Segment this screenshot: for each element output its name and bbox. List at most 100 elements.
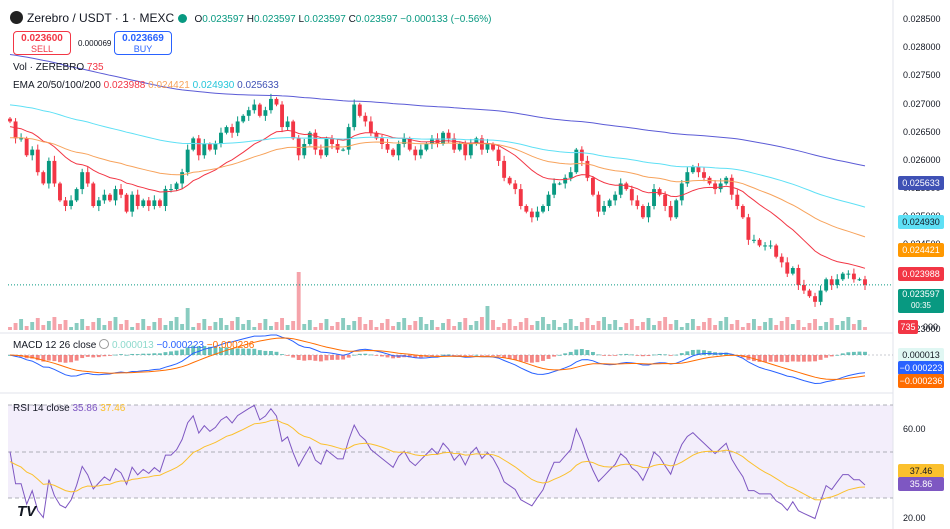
macd-histogram-bar [463,355,468,356]
macd-histogram-bar [352,354,357,356]
candle-body [357,104,362,116]
macd-histogram-bar [602,355,607,356]
macd-histogram-bar [80,355,85,359]
eye-icon[interactable] [99,339,110,349]
volume-bar [690,319,695,330]
macd-histogram-bar [430,355,434,356]
volume-bar [513,326,518,330]
volume-bar [152,322,157,330]
candle-body [141,200,146,206]
candle-body [574,149,579,173]
buy-button[interactable]: 0.023669 BUY [114,31,172,55]
candle-body [163,189,168,206]
volume-bar [463,318,468,330]
candle-body [41,172,46,184]
macd-histogram-bar [141,353,146,355]
volume-bar [324,319,329,330]
volume-bar [341,318,346,330]
candle-body [529,211,534,218]
macd-signal-line [9,337,866,380]
candle-body [230,127,235,133]
candle-body [452,138,457,150]
macd-histogram-bar [357,353,362,355]
macd-histogram-bar [330,355,334,360]
rsi-legend[interactable]: RSI 14 close 35.86 37.46 [13,403,126,414]
candle-body [801,284,806,291]
volume-bar [835,325,840,330]
volume-bar [296,272,301,330]
volume-bar [13,323,18,330]
macd-histogram-bar [46,355,51,361]
symbol-title[interactable]: Zerebro / USDT · 1 · MEXC O0.023597 H0.0… [10,11,491,25]
candle-body [591,177,595,195]
macd-histogram-bar [796,355,801,362]
volume-bar [585,318,590,330]
macd-histogram-bar [763,355,768,363]
macd-histogram-bar [702,350,706,355]
candle-body [213,144,218,150]
macd-histogram-bar [257,350,262,355]
macd-histogram-bar [41,355,46,362]
volume-bar [607,324,612,330]
volume-bar [74,323,79,330]
volume-bar [246,320,251,330]
candle-body [663,194,668,206]
volume-bar [374,327,379,330]
candle-body [246,110,251,116]
macd-histogram-bar [58,355,62,363]
candle-body [474,138,479,144]
candle-body [91,183,96,206]
candle-body [824,279,829,291]
candle-body [135,194,140,206]
volume-bar [613,320,618,330]
macd-histogram-bar [757,355,762,362]
candle-body [713,183,718,190]
ema-legend[interactable]: EMA 20/50/100/200 0.023988 0.024421 0.02… [13,80,279,91]
volume-bar [174,317,179,330]
volume-legend[interactable]: Vol · ZEREBRO 735 [13,62,104,73]
volume-bar [396,322,401,330]
candle-body [35,149,40,173]
volume-bar [457,322,462,330]
volume-bar [307,320,312,330]
volume-bar [763,322,768,330]
candle-body [341,149,346,151]
volume-bar [851,324,856,330]
volume-bar [224,325,229,330]
macd-histogram-bar [829,355,834,357]
macd-histogram-bar [313,355,318,361]
volume-bar [58,324,62,330]
candle-body [640,206,645,218]
candle-body [252,104,257,111]
volume-bar [785,317,790,330]
volume-bar [113,317,118,330]
candle-body [413,149,418,156]
macd-histogram-bar [552,355,557,357]
candle-body [96,200,101,206]
candle-body [696,166,701,173]
volume-bar [663,317,668,330]
volume-bar [724,317,729,330]
candle-body [157,200,162,206]
volume-bar [713,325,718,330]
candle-body [180,172,185,184]
macd-histogram-bar [230,348,235,355]
macd-histogram-bar [124,354,129,356]
volume-bar [707,318,712,330]
macd-histogram-bar [657,353,662,355]
volume-bar [424,324,429,330]
volume-bar [629,319,634,330]
macd-histogram-bar [202,346,207,355]
candle-body [185,149,190,173]
sell-button[interactable]: 0.023600 SELL [13,31,71,55]
volume-bar [468,325,473,330]
volume-bar [801,327,806,330]
macd-legend[interactable]: MACD 12 26 close 0.000013 −0.000223 −0.0… [13,339,255,351]
candle-body [702,172,706,178]
macd-histogram-bar [452,355,457,356]
volume-bar [119,324,123,330]
macd-histogram-bar [285,355,290,356]
rsi-ma-line [9,419,866,501]
macd-histogram-bar [557,354,562,356]
